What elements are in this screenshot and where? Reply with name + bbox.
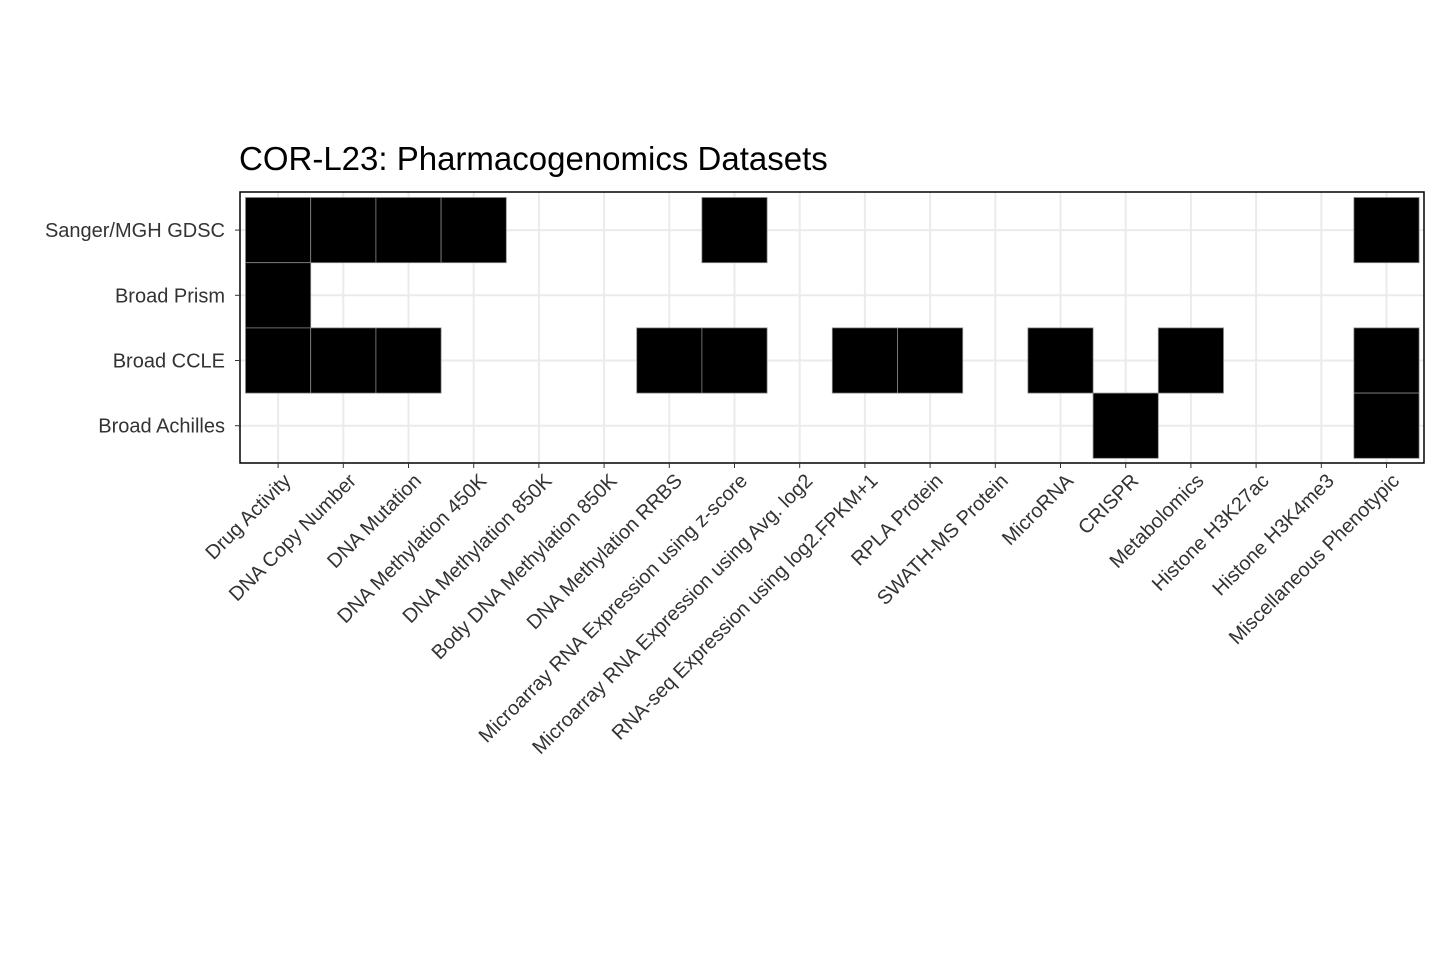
heatmap-cell xyxy=(310,327,377,394)
heatmap-cell xyxy=(701,327,768,394)
y-tick-label: Broad Prism xyxy=(115,285,225,307)
heatmap-cell xyxy=(375,327,442,394)
y-tick-label: Broad Achilles xyxy=(98,416,225,438)
heatmap-cell xyxy=(245,262,312,329)
axis-ticks xyxy=(235,229,1387,468)
x-tick-label: SWATH-MS Protein xyxy=(873,470,1013,610)
heatmap-cell xyxy=(1353,327,1420,394)
heatmap-cell xyxy=(1353,392,1420,459)
x-tick-label: Histone H3K27ac xyxy=(1148,470,1274,596)
heatmap-cell xyxy=(701,197,768,264)
heatmap-cell xyxy=(1353,197,1420,264)
heatmap-cell xyxy=(440,197,507,264)
heatmap-cell xyxy=(636,327,703,394)
heatmap-cell xyxy=(1027,327,1094,394)
y-axis-labels: Sanger/MGH GDSC Broad Prism Broad CCLE Broa… xyxy=(45,220,225,438)
heatmap-cell xyxy=(245,197,312,264)
heatmap-cell xyxy=(245,327,312,394)
chart-title: COR-L23: Pharmacogenomics Datasets xyxy=(239,140,828,177)
x-tick-label: MicroRNA xyxy=(998,470,1078,550)
panel-border xyxy=(239,191,1425,464)
heatmap-cell xyxy=(831,327,898,394)
y-tick-label: Broad CCLE xyxy=(113,351,225,373)
heatmap-cell xyxy=(310,197,377,264)
heatmap-cell xyxy=(1157,327,1224,394)
heatmap-cell xyxy=(1092,392,1159,459)
x-tick-label: DNA Copy Number xyxy=(225,470,361,606)
heatmap-cells xyxy=(245,197,1420,459)
x-tick-label: Histone H3K4me3 xyxy=(1209,470,1339,600)
heatmap-cell xyxy=(375,197,442,264)
y-tick-label: Sanger/MGH GDSC xyxy=(45,220,225,242)
heatmap-cell xyxy=(897,327,964,394)
